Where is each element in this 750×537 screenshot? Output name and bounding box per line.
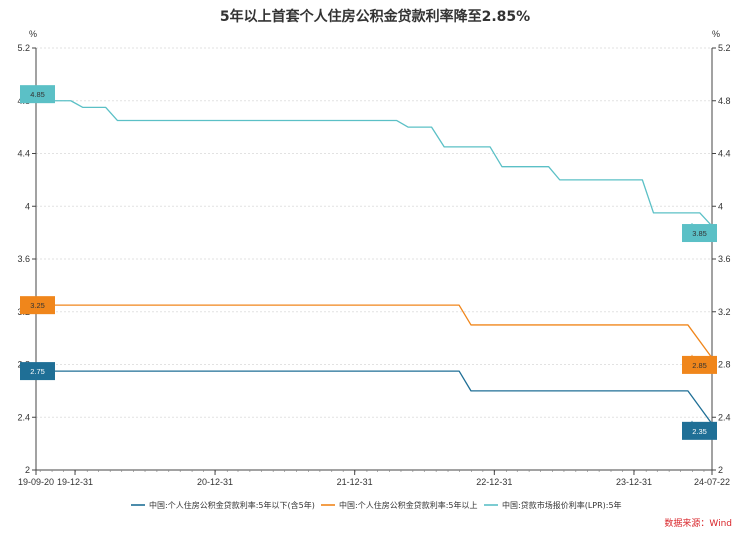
end-tag-label-1: 2.35 (692, 427, 707, 436)
series-line-2 (36, 304, 713, 359)
series-value-tags: 2.75 2.35 3.25 2.85 4.85 3.85 (20, 85, 717, 440)
start-tag-label-1: 2.75 (30, 367, 45, 376)
x-tick-label: 21-12-31 (337, 477, 373, 487)
end-tag-2 (682, 355, 717, 374)
y-tick-label-left: 2.4 (17, 412, 30, 422)
y-tick-label-right: 5.2 (718, 43, 731, 53)
y-tick-label-left: 4.4 (17, 149, 30, 159)
start-tag-label-2: 3.25 (30, 301, 45, 310)
series-line-3 (35, 93, 713, 227)
y-unit-left: % (29, 29, 37, 39)
legend[interactable]: 中国:个人住房公积金贷款利率:5年以下(含5年) 中国:个人住房公积金贷款利率:5… (131, 500, 622, 510)
x-axis-ticks: 19-09-20 19-12-31 20-12-31 21-12-31 22-12-31… (18, 470, 730, 487)
x-tick-label: 19-09-20 (18, 477, 54, 487)
y-tick-label-right: 3.6 (718, 254, 731, 264)
legend-label-3[interactable]: 中国:贷款市场报价利率(LPR):5年 (502, 500, 622, 510)
y-tick-label-left: 2 (25, 465, 30, 475)
y-tick-label-right: 3.2 (718, 307, 731, 317)
y-tick-label-right: 2.8 (718, 360, 731, 370)
x-tick-label: 19-12-31 (57, 477, 93, 487)
chart-title: 5年以上首套个人住房公积金贷款利率降至2.85% (220, 8, 530, 25)
y-tick-label-right: 2 (718, 465, 723, 475)
legend-label-1[interactable]: 中国:个人住房公积金贷款利率:5年以下(含5年) (149, 500, 315, 510)
y-tick-label-left: 3.6 (17, 254, 30, 264)
y-tick-label-left: 4 (25, 201, 30, 211)
y-axis-left-ticks: 22.42.83.23.644.44.85.2 (17, 43, 36, 475)
y-tick-label-right: 4 (718, 201, 723, 211)
series-lines (35, 93, 713, 425)
start-tag-1 (20, 362, 55, 381)
source-note: 数据来源：Wind (664, 517, 732, 529)
end-tag-label-3: 3.85 (692, 229, 707, 238)
x-tick-label: 22-12-31 (476, 477, 512, 487)
y-axis-right-ticks: 2 2.4 2.8 3.2 3.6 4 4.4 4.8 5.2 (712, 43, 731, 475)
x-tick-label: 20-12-31 (197, 477, 233, 487)
legend-label-2[interactable]: 中国:个人住房公积金贷款利率:5年以上 (339, 500, 477, 510)
x-tick-label: 24-07-22 (694, 477, 730, 487)
y-unit-right: % (712, 29, 720, 39)
start-tag-2 (20, 296, 55, 315)
end-tag-3 (682, 224, 717, 243)
y-tick-label-right: 4.4 (718, 149, 731, 159)
x-tick-label: 23-12-31 (616, 477, 652, 487)
y-tick-label-left: 5.2 (17, 43, 30, 53)
end-tag-1 (682, 421, 717, 440)
y-tick-label-right: 2.4 (718, 412, 731, 422)
series-line-1 (36, 370, 713, 425)
start-tag-label-3: 4.85 (30, 90, 45, 99)
start-tag-3 (20, 85, 55, 104)
y-tick-label-right: 4.8 (718, 96, 731, 106)
end-tag-label-2: 2.85 (692, 361, 707, 370)
gridlines (36, 47, 712, 471)
